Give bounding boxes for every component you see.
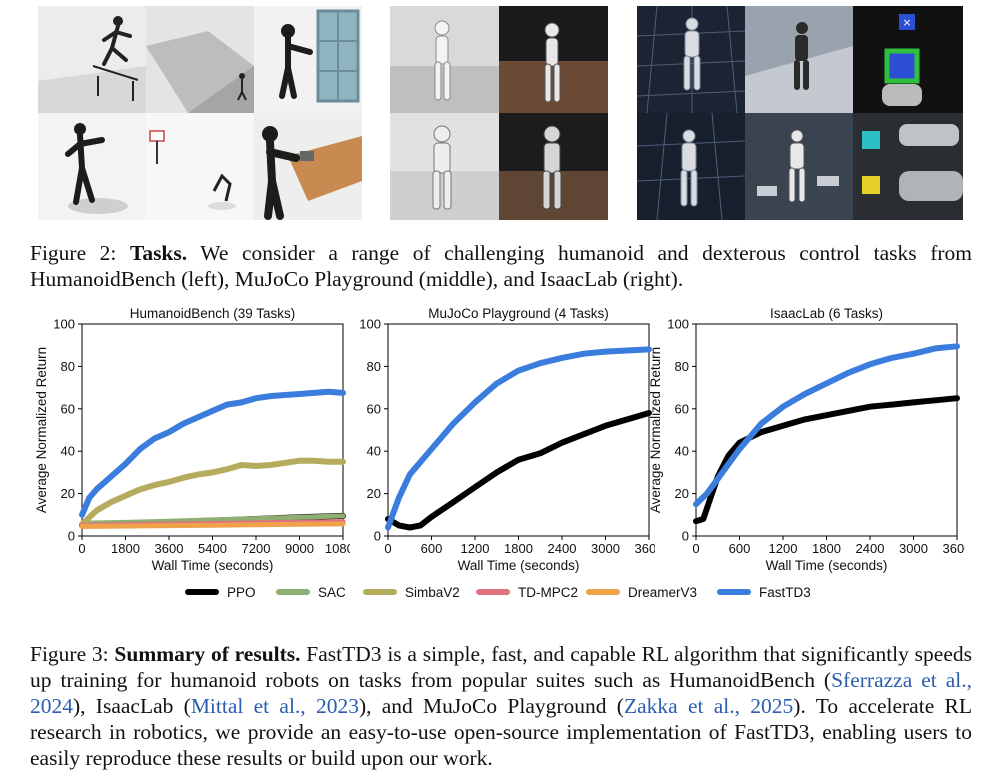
legend-swatch-dreamerv3 bbox=[586, 589, 620, 595]
y-tick-label: 100 bbox=[667, 317, 689, 332]
chart-title: MuJoCo Playground (4 Tasks) bbox=[428, 306, 609, 321]
x-tick-label: 1800 bbox=[111, 541, 140, 556]
y-tick-label: 0 bbox=[682, 529, 689, 544]
plot-frame bbox=[81, 323, 344, 537]
x-tick-label: 3000 bbox=[899, 541, 928, 556]
figure3-text-2: ), IsaacLab ( bbox=[73, 694, 191, 718]
legend-swatch-fasttd3 bbox=[717, 589, 751, 595]
y-tick-label: 80 bbox=[675, 359, 689, 374]
x-tick-label: 2400 bbox=[548, 541, 577, 556]
legend-label-tdmpc2: TD-MPC2 bbox=[518, 584, 578, 600]
y-tick-label: 100 bbox=[53, 317, 75, 332]
x-tick-label: 1200 bbox=[769, 541, 798, 556]
y-axis-label: Average Normalized Return bbox=[34, 347, 49, 513]
figure3-text-4: ). To accelerate RL research in robotics… bbox=[30, 694, 972, 770]
legend-item-sac: SAC bbox=[276, 581, 346, 603]
chart-legend: PPO SAC SimbaV2 TD-MPC2 DreamerV3 FastTD… bbox=[185, 581, 825, 603]
legend-label-simbav2: SimbaV2 bbox=[405, 584, 460, 600]
chart-title: IsaacLab (6 Tasks) bbox=[770, 306, 883, 321]
x-tick-label: 600 bbox=[729, 541, 751, 556]
figure3-bold-title: Summary of results. bbox=[114, 642, 301, 666]
x-tick-label: 0 bbox=[384, 541, 391, 556]
chart-title: HumanoidBench (39 Tasks) bbox=[130, 306, 296, 321]
legend-label-dreamerv3: DreamerV3 bbox=[628, 584, 698, 600]
citation-sferrazza[interactable]: Sferrazza et al., 2024 bbox=[30, 668, 972, 718]
x-tick-label: 7200 bbox=[242, 541, 271, 556]
legend-item-simbav2: SimbaV2 bbox=[363, 581, 460, 603]
y-tick-label: 20 bbox=[61, 486, 75, 501]
y-tick-label: 60 bbox=[61, 401, 75, 416]
plot-frame bbox=[695, 323, 958, 537]
y-tick-label: 0 bbox=[374, 529, 381, 544]
y-tick-label: 40 bbox=[61, 444, 75, 459]
figure3-caption: Figure 3: Summary of results. FastTD3 is… bbox=[30, 641, 972, 771]
y-tick-label: 80 bbox=[367, 359, 381, 374]
x-tick-label: 600 bbox=[421, 541, 443, 556]
citation-mittal[interactable]: Mittal et al., 2023 bbox=[190, 694, 359, 718]
x-tick-label: 0 bbox=[692, 541, 699, 556]
citation-zakka[interactable]: Zakka et al., 2025 bbox=[623, 694, 794, 718]
x-tick-label: 9000 bbox=[285, 541, 314, 556]
y-axis-label: Average Normalized Return bbox=[648, 347, 663, 513]
figure2-bold-title: Tasks. bbox=[129, 241, 188, 265]
series-line-fasttd3 bbox=[385, 346, 652, 531]
isaaclab-image-panel: × bbox=[637, 6, 963, 220]
x-tick-label: 0 bbox=[78, 541, 85, 556]
x-tick-label: 3600 bbox=[943, 541, 965, 556]
legend-swatch-ppo bbox=[185, 589, 219, 595]
figure2-text: We consider a range of challenging human… bbox=[30, 241, 973, 291]
y-tick-label: 80 bbox=[61, 359, 75, 374]
x-tick-label: 3600 bbox=[155, 541, 184, 556]
y-tick-label: 60 bbox=[675, 401, 689, 416]
figure2-label: Figure 2: bbox=[30, 241, 117, 265]
chart-isaaclab: IsaacLab (6 Tasks) 0 20 40 60 80 100 0 600 1200 18… bbox=[640, 300, 971, 580]
x-tick-label: 1200 bbox=[461, 541, 490, 556]
x-axis-label: Wall Time (seconds) bbox=[458, 558, 580, 573]
y-tick-label: 40 bbox=[367, 444, 381, 459]
x-tick-label: 1800 bbox=[812, 541, 841, 556]
chart-humanoidbench: HumanoidBench (39 Tasks) 0 20 40 60 80 100 0 180… bbox=[30, 300, 361, 580]
legend-swatch-sac bbox=[276, 589, 310, 595]
legend-label-sac: SAC bbox=[318, 584, 346, 600]
x-tick-label: 10800 bbox=[325, 541, 350, 556]
legend-item-tdmpc2: TD-MPC2 bbox=[476, 581, 578, 603]
figure3-label: Figure 3: bbox=[30, 642, 109, 666]
y-tick-label: 0 bbox=[68, 529, 75, 544]
series-line-fasttd3 bbox=[79, 388, 346, 518]
y-tick-label: 20 bbox=[367, 486, 381, 501]
svg-text:×: × bbox=[902, 16, 911, 29]
figure2-caption: Figure 2: Tasks. We consider a range of … bbox=[30, 240, 972, 292]
x-tick-label: 5400 bbox=[198, 541, 227, 556]
series-line-fasttd3 bbox=[693, 343, 960, 508]
chart-isaaclab-svg: IsaacLab (6 Tasks) 0 20 40 60 80 100 0 600 1200 18… bbox=[648, 306, 971, 573]
y-tick-label: 20 bbox=[675, 486, 689, 501]
legend-label-ppo: PPO bbox=[227, 584, 256, 600]
y-tick-label: 60 bbox=[367, 401, 381, 416]
legend-swatch-tdmpc2 bbox=[476, 589, 510, 595]
y-tick-label: 100 bbox=[359, 317, 381, 332]
series-line-dreamerv3 bbox=[79, 521, 346, 529]
figure3-text-1: FastTD3 is a simple, fast, and capable R… bbox=[30, 642, 972, 692]
series-line-ppo bbox=[385, 410, 652, 531]
x-tick-label: 2400 bbox=[856, 541, 885, 556]
chart-mujoco-playground: MuJoCo Playground (4 Tasks) 0 20 40 60 80 100 0… bbox=[340, 300, 663, 580]
chart-humanoidbench-svg: HumanoidBench (39 Tasks) 0 20 40 60 80 100 0 180… bbox=[34, 306, 361, 573]
y-tick-label: 40 bbox=[675, 444, 689, 459]
figure3-text-3: ), and MuJoCo Playground ( bbox=[358, 694, 624, 718]
legend-item-fasttd3: FastTD3 bbox=[717, 581, 811, 603]
x-axis-label: Wall Time (seconds) bbox=[766, 558, 888, 573]
humanoidbench-image-panel bbox=[38, 6, 362, 220]
chart-mujoco-playground-svg: MuJoCo Playground (4 Tasks) 0 20 40 60 80 100 0… bbox=[340, 306, 663, 573]
legend-item-ppo: PPO bbox=[185, 581, 256, 603]
mujoco-playground-image-panel bbox=[390, 6, 608, 220]
series-line-simbav2 bbox=[79, 457, 346, 528]
plot-frame bbox=[387, 323, 650, 537]
x-tick-label: 1800 bbox=[504, 541, 533, 556]
legend-item-dreamerv3: DreamerV3 bbox=[586, 581, 697, 603]
legend-label-fasttd3: FastTD3 bbox=[759, 584, 811, 600]
x-axis-label: Wall Time (seconds) bbox=[152, 558, 274, 573]
x-tick-label: 3000 bbox=[591, 541, 620, 556]
legend-swatch-simbav2 bbox=[363, 589, 397, 595]
